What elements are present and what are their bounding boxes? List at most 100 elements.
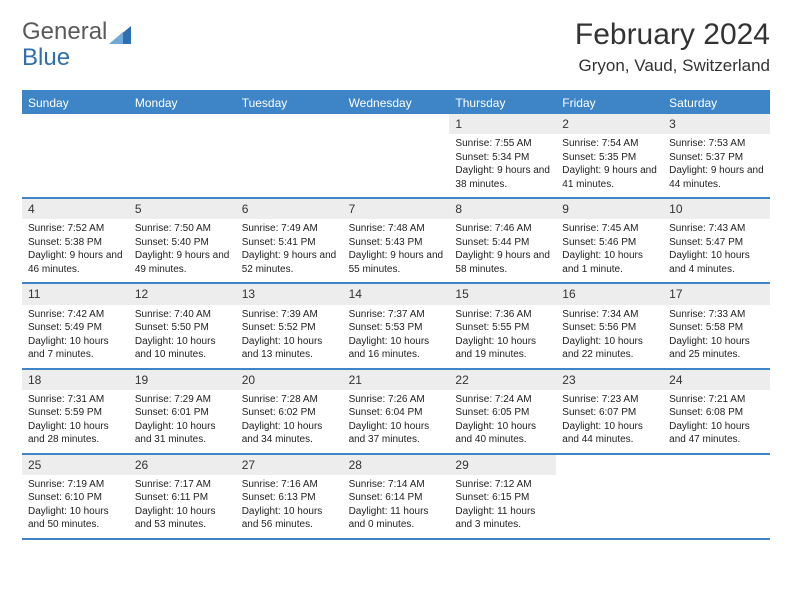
daylight-text: Daylight: 10 hours and 53 minutes. bbox=[135, 505, 230, 532]
day-cell: 15Sunrise: 7:36 AMSunset: 5:55 PMDayligh… bbox=[449, 284, 556, 367]
week-row: 4Sunrise: 7:52 AMSunset: 5:38 PMDaylight… bbox=[22, 199, 770, 284]
sunset-text: Sunset: 5:50 PM bbox=[135, 321, 230, 335]
sunset-text: Sunset: 5:49 PM bbox=[28, 321, 123, 335]
daylight-text: Daylight: 10 hours and 7 minutes. bbox=[28, 335, 123, 362]
day-body: Sunrise: 7:40 AMSunset: 5:50 PMDaylight:… bbox=[129, 305, 236, 368]
daylight-text: Daylight: 9 hours and 46 minutes. bbox=[28, 249, 123, 276]
day-body: Sunrise: 7:55 AMSunset: 5:34 PMDaylight:… bbox=[449, 134, 556, 197]
sunset-text: Sunset: 5:59 PM bbox=[28, 406, 123, 420]
sunset-text: Sunset: 5:58 PM bbox=[669, 321, 764, 335]
sunrise-text: Sunrise: 7:26 AM bbox=[349, 393, 444, 407]
day-cell: 23Sunrise: 7:23 AMSunset: 6:07 PMDayligh… bbox=[556, 370, 663, 453]
sunrise-text: Sunrise: 7:17 AM bbox=[135, 478, 230, 492]
sunset-text: Sunset: 6:13 PM bbox=[242, 491, 337, 505]
day-cell: 24Sunrise: 7:21 AMSunset: 6:08 PMDayligh… bbox=[663, 370, 770, 453]
day-cell: 28Sunrise: 7:14 AMSunset: 6:14 PMDayligh… bbox=[343, 455, 450, 538]
daylight-text: Daylight: 10 hours and 40 minutes. bbox=[455, 420, 550, 447]
day-number: 11 bbox=[22, 284, 129, 304]
week-row: 1Sunrise: 7:55 AMSunset: 5:34 PMDaylight… bbox=[22, 114, 770, 199]
sunrise-text: Sunrise: 7:28 AM bbox=[242, 393, 337, 407]
day-body: Sunrise: 7:26 AMSunset: 6:04 PMDaylight:… bbox=[343, 390, 450, 453]
daylight-text: Daylight: 9 hours and 52 minutes. bbox=[242, 249, 337, 276]
page-header: General February 2024 Gryon, Vaud, Switz… bbox=[22, 18, 770, 76]
sunset-text: Sunset: 6:01 PM bbox=[135, 406, 230, 420]
sunrise-text: Sunrise: 7:19 AM bbox=[28, 478, 123, 492]
day-body: Sunrise: 7:49 AMSunset: 5:41 PMDaylight:… bbox=[236, 219, 343, 282]
day-body: Sunrise: 7:39 AMSunset: 5:52 PMDaylight:… bbox=[236, 305, 343, 368]
sunrise-text: Sunrise: 7:43 AM bbox=[669, 222, 764, 236]
day-number: 15 bbox=[449, 284, 556, 304]
day-body: Sunrise: 7:16 AMSunset: 6:13 PMDaylight:… bbox=[236, 475, 343, 538]
day-cell: 25Sunrise: 7:19 AMSunset: 6:10 PMDayligh… bbox=[22, 455, 129, 538]
daylight-text: Daylight: 11 hours and 0 minutes. bbox=[349, 505, 444, 532]
daylight-text: Daylight: 10 hours and 13 minutes. bbox=[242, 335, 337, 362]
sunrise-text: Sunrise: 7:12 AM bbox=[455, 478, 550, 492]
week-row: 11Sunrise: 7:42 AMSunset: 5:49 PMDayligh… bbox=[22, 284, 770, 369]
day-cell: 29 Sunrise: 7:12 AMSunset: 6:15 PMDayligh… bbox=[449, 455, 556, 538]
brand-word-2: Blue bbox=[22, 44, 70, 72]
day-body: Sunrise: 7:21 AMSunset: 6:08 PMDaylight:… bbox=[663, 390, 770, 453]
daylight-text: Daylight: 10 hours and 19 minutes. bbox=[455, 335, 550, 362]
day-cell: 3Sunrise: 7:53 AMSunset: 5:37 PMDaylight… bbox=[663, 114, 770, 197]
day-body: Sunrise: 7:52 AMSunset: 5:38 PMDaylight:… bbox=[22, 219, 129, 282]
sunrise-text: Sunrise: 7:46 AM bbox=[455, 222, 550, 236]
sunrise-text: Sunrise: 7:37 AM bbox=[349, 308, 444, 322]
daylight-text: Daylight: 10 hours and 47 minutes. bbox=[669, 420, 764, 447]
sunrise-text: Sunrise: 7:54 AM bbox=[562, 137, 657, 151]
day-number: 1 bbox=[449, 114, 556, 134]
day-cell: 12Sunrise: 7:40 AMSunset: 5:50 PMDayligh… bbox=[129, 284, 236, 367]
daylight-text: Daylight: 10 hours and 28 minutes. bbox=[28, 420, 123, 447]
sunset-text: Sunset: 5:43 PM bbox=[349, 236, 444, 250]
day-number: 28 bbox=[343, 455, 450, 475]
sunrise-text: Sunrise: 7:33 AM bbox=[669, 308, 764, 322]
day-number: 13 bbox=[236, 284, 343, 304]
dow-wednesday: Wednesday bbox=[343, 92, 450, 114]
sunset-text: Sunset: 5:38 PM bbox=[28, 236, 123, 250]
sunrise-text: Sunrise: 7:49 AM bbox=[242, 222, 337, 236]
daylight-text: Daylight: 9 hours and 58 minutes. bbox=[455, 249, 550, 276]
day-number: 29 bbox=[449, 455, 556, 475]
daylight-text: Daylight: 9 hours and 41 minutes. bbox=[562, 164, 657, 191]
day-number: 2 bbox=[556, 114, 663, 134]
daylight-text: Daylight: 10 hours and 56 minutes. bbox=[242, 505, 337, 532]
daylight-text: Daylight: 10 hours and 50 minutes. bbox=[28, 505, 123, 532]
day-cell: 17 Sunrise: 7:33 AMSunset: 5:58 PMDayligh… bbox=[663, 284, 770, 367]
dow-friday: Friday bbox=[556, 92, 663, 114]
day-cell: 27Sunrise: 7:16 AMSunset: 6:13 PMDayligh… bbox=[236, 455, 343, 538]
brand-word-1: General bbox=[22, 18, 107, 46]
sunrise-text: Sunrise: 7:40 AM bbox=[135, 308, 230, 322]
sunset-text: Sunset: 5:40 PM bbox=[135, 236, 230, 250]
sunrise-text: Sunrise: 7:39 AM bbox=[242, 308, 337, 322]
day-number: 20 bbox=[236, 370, 343, 390]
day-number: 17 bbox=[663, 284, 770, 304]
sunset-text: Sunset: 5:56 PM bbox=[562, 321, 657, 335]
daylight-text: Daylight: 10 hours and 25 minutes. bbox=[669, 335, 764, 362]
dow-tuesday: Tuesday bbox=[236, 92, 343, 114]
day-cell bbox=[663, 455, 770, 538]
location-subtitle: Gryon, Vaud, Switzerland bbox=[575, 56, 770, 76]
day-cell: 4Sunrise: 7:52 AMSunset: 5:38 PMDaylight… bbox=[22, 199, 129, 282]
daylight-text: Daylight: 10 hours and 44 minutes. bbox=[562, 420, 657, 447]
sunrise-text: Sunrise: 7:50 AM bbox=[135, 222, 230, 236]
day-body: Sunrise: 7:19 AMSunset: 6:10 PMDaylight:… bbox=[22, 475, 129, 538]
sunrise-text: Sunrise: 7:16 AM bbox=[242, 478, 337, 492]
day-body: Sunrise: 7:31 AMSunset: 5:59 PMDaylight:… bbox=[22, 390, 129, 453]
day-body: Sunrise: 7:43 AMSunset: 5:47 PMDaylight:… bbox=[663, 219, 770, 282]
sunset-text: Sunset: 6:14 PM bbox=[349, 491, 444, 505]
sunrise-text: Sunrise: 7:52 AM bbox=[28, 222, 123, 236]
day-body: Sunrise: 7:54 AMSunset: 5:35 PMDaylight:… bbox=[556, 134, 663, 197]
day-cell: 16Sunrise: 7:34 AMSunset: 5:56 PMDayligh… bbox=[556, 284, 663, 367]
daylight-text: Daylight: 11 hours and 3 minutes. bbox=[455, 505, 550, 532]
sunset-text: Sunset: 5:41 PM bbox=[242, 236, 337, 250]
sunset-text: Sunset: 5:53 PM bbox=[349, 321, 444, 335]
day-body: Sunrise: 7:29 AMSunset: 6:01 PMDaylight:… bbox=[129, 390, 236, 453]
sunrise-text: Sunrise: 7:31 AM bbox=[28, 393, 123, 407]
sunset-text: Sunset: 6:15 PM bbox=[455, 491, 550, 505]
sunrise-text: Sunrise: 7:55 AM bbox=[455, 137, 550, 151]
sunset-text: Sunset: 6:04 PM bbox=[349, 406, 444, 420]
day-body: Sunrise: 7:48 AMSunset: 5:43 PMDaylight:… bbox=[343, 219, 450, 282]
sunset-text: Sunset: 5:37 PM bbox=[669, 151, 764, 165]
day-cell bbox=[343, 114, 450, 197]
day-body: Sunrise: 7:24 AMSunset: 6:05 PMDaylight:… bbox=[449, 390, 556, 453]
day-cell: 8Sunrise: 7:46 AMSunset: 5:44 PMDaylight… bbox=[449, 199, 556, 282]
